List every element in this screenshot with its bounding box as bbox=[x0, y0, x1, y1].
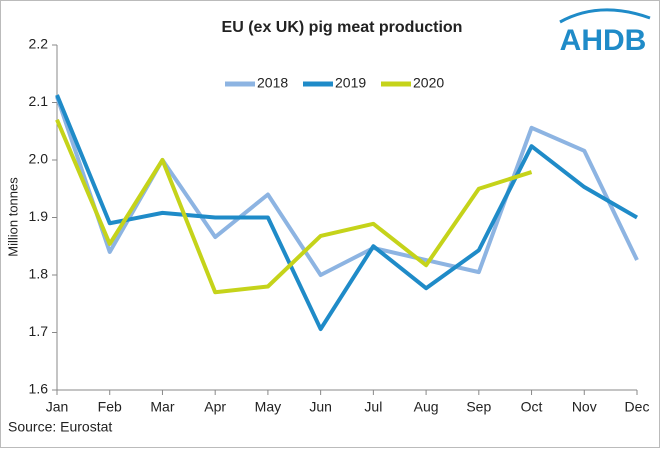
x-tick-label: Jul bbox=[364, 399, 382, 415]
y-tick-label: 2.0 bbox=[29, 151, 49, 167]
series-line bbox=[55, 118, 533, 295]
y-tick-label: 1.8 bbox=[29, 266, 49, 282]
y-axis-label: Million tonnes bbox=[5, 177, 20, 257]
chart-title: EU (ex UK) pig meat production bbox=[222, 19, 463, 36]
logo: AHDB bbox=[560, 24, 647, 57]
x-tick-label: Apr bbox=[204, 399, 226, 415]
x-tick-label: Jun bbox=[309, 399, 332, 415]
x-tick-label: Aug bbox=[414, 399, 439, 415]
series-line bbox=[55, 94, 639, 332]
legend-label: 2018 bbox=[257, 75, 288, 91]
x-tick-label: Nov bbox=[572, 399, 597, 415]
x-tick-label: Dec bbox=[625, 399, 650, 415]
y-tick-label: 1.6 bbox=[29, 381, 49, 397]
legend-label: 2019 bbox=[335, 75, 366, 91]
y-tick-label: 1.9 bbox=[29, 208, 49, 224]
y-tick-label: 1.7 bbox=[29, 323, 49, 339]
x-tick-label: Jan bbox=[46, 399, 69, 415]
legend-label: 2020 bbox=[413, 75, 444, 91]
y-tick-label: 2.1 bbox=[29, 93, 49, 109]
x-tick-label: May bbox=[255, 399, 281, 415]
x-tick-label: Sep bbox=[466, 399, 491, 415]
source: Source: Eurostat bbox=[8, 419, 112, 435]
x-tick-label: Mar bbox=[150, 399, 174, 415]
x-tick-label: Feb bbox=[98, 399, 122, 415]
y-tick-label: 2.2 bbox=[29, 36, 49, 52]
logo-arc bbox=[559, 8, 651, 24]
x-tick-label: Oct bbox=[521, 399, 543, 415]
